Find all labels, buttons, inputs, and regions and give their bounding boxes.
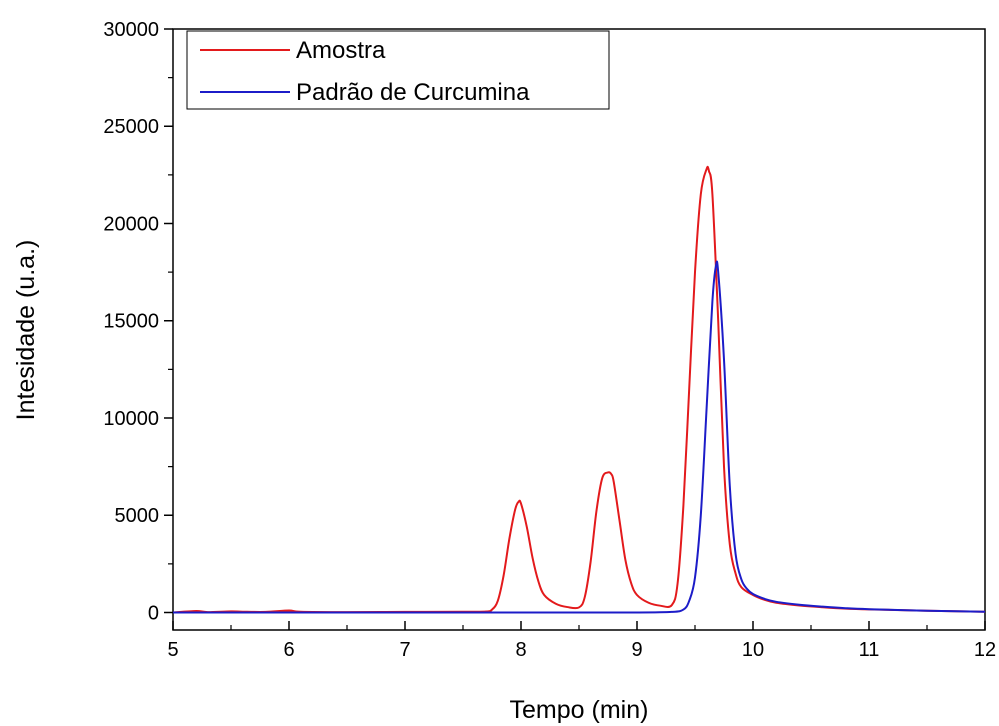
legend-label-amostra: Amostra: [296, 37, 386, 64]
series-layer: [172, 165, 986, 614]
y-tick-label: 10000: [103, 408, 159, 430]
x-tick-label: 9: [631, 639, 642, 661]
x-tick-label: 11: [859, 639, 880, 661]
series-line-padrao-de-curcumina: [173, 260, 986, 614]
series-line-amostra: [172, 165, 986, 614]
x-tick-label: 12: [974, 639, 996, 661]
x-tick-label: 10: [742, 639, 764, 661]
y-tick-label: 0: [148, 602, 159, 624]
plot-frame: [172, 28, 986, 631]
legend-label-padrao-de-curcumina: Padrão de Curcumina: [296, 79, 530, 106]
y-tick-label: 30000: [103, 19, 159, 41]
x-tick-label: 8: [515, 639, 526, 661]
y-axis-label: Intesidade (u.a.): [12, 240, 40, 421]
x-axis-ticks: 5 6 7 8 9 10 11 12: [167, 621, 996, 661]
legend-box: [186, 30, 610, 110]
x-tick-label: 6: [283, 639, 294, 661]
x-tick-label: 7: [399, 639, 410, 661]
y-tick-label: 5000: [115, 505, 160, 527]
y-tick-label: 15000: [103, 311, 159, 333]
x-tick-label: 5: [167, 639, 178, 661]
y-tick-label: 20000: [103, 213, 159, 235]
x-axis-label: Tempo (min): [510, 696, 649, 724]
y-tick-label: 25000: [103, 116, 159, 138]
legend: Amostra Padrão de Curcumina: [186, 30, 610, 110]
y-axis-ticks: 0 5000 10000 15000 20000 25000 30000: [103, 19, 173, 624]
